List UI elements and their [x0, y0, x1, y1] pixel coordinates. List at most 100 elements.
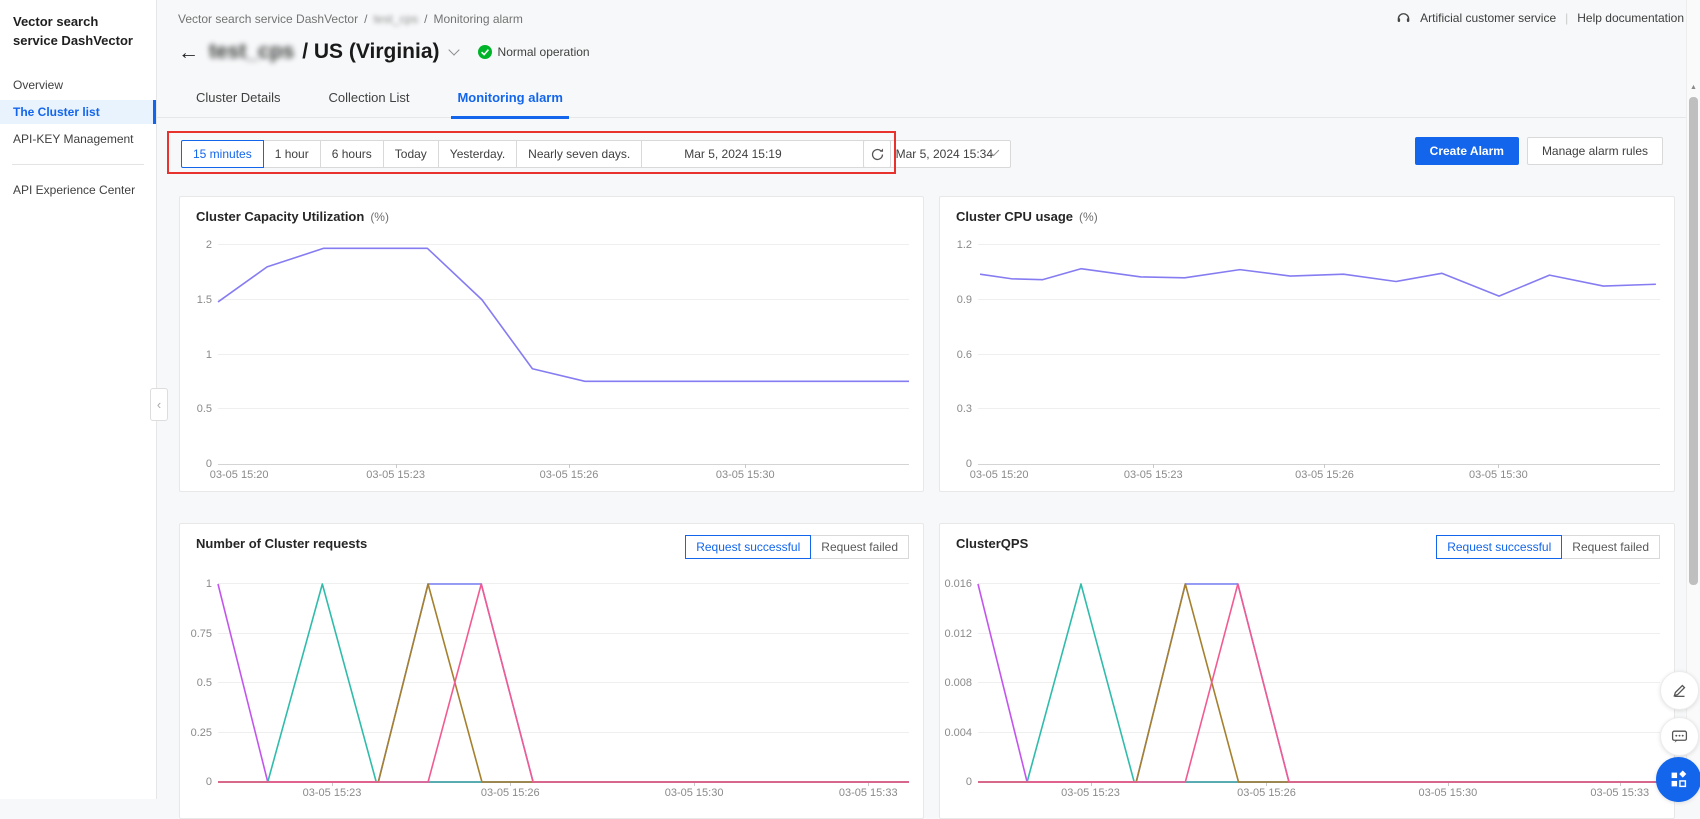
- gridline: [978, 353, 1660, 355]
- feedback-edit-button[interactable]: [1660, 671, 1699, 710]
- y-axis-tick-label: 0.5: [196, 403, 212, 416]
- tab-collection-list[interactable]: Collection List: [328, 90, 410, 105]
- apps-grid-icon: [1669, 770, 1688, 789]
- chart-card-capacity: Cluster Capacity Utilization (%) 0 0.5 1 1.5 2…: [179, 196, 924, 492]
- gridline: [218, 632, 909, 634]
- gridline: [978, 408, 1660, 410]
- time-preset-yesterday[interactable]: Yesterday.: [437, 140, 518, 168]
- cluster-name: test_cps: [209, 40, 295, 63]
- gridline: [978, 583, 1660, 584]
- chart-svg: [978, 584, 1660, 782]
- create-alarm-button[interactable]: Create Alarm: [1414, 137, 1519, 165]
- feedback-chat-button[interactable]: [1660, 717, 1699, 756]
- scrollbar-thumb[interactable]: [1689, 97, 1698, 585]
- series-line-qps-pink: [978, 584, 1660, 782]
- chart-title: Cluster CPU usage (%): [956, 209, 1098, 224]
- sidebar-item-api-experience-center[interactable]: API Experience Center: [13, 182, 136, 197]
- alarm-actions: Create Alarm Manage alarm rules: [1414, 137, 1663, 165]
- x-axis-tick-label: 03-05 15:23: [1061, 787, 1120, 799]
- x-axis-tick-label: 03-05 15:30: [1418, 787, 1478, 799]
- toggle-request-failed[interactable]: Request failed: [1561, 535, 1660, 559]
- time-preset-today[interactable]: Today: [382, 140, 439, 168]
- gridline: [218, 583, 909, 584]
- help-documentation-link[interactable]: Help documentation: [1577, 10, 1684, 25]
- time-preset-6-hours[interactable]: 6 hours: [319, 140, 384, 168]
- series-line-qps-blue: [978, 584, 1660, 782]
- x-axis-tick-mark: [569, 464, 571, 468]
- x-axis-tick-label: 03-05 15:23: [1123, 469, 1183, 481]
- sidebar: Vector search service DashVector Overvie…: [0, 0, 157, 799]
- x-axis-tick-label: 03-05 15:20: [969, 469, 1029, 481]
- pencil-icon: [1671, 682, 1688, 699]
- page-title: test_cps / US (Virginia): [209, 40, 440, 64]
- sidebar-title: Vector search service DashVector: [13, 14, 133, 48]
- x-axis-tick-mark: [745, 464, 747, 468]
- y-axis-tick-label: 0.3: [956, 403, 972, 416]
- apps-launcher-button[interactable]: [1656, 757, 1700, 802]
- date-range-picker[interactable]: Mar 5, 2024 15:19 - Mar 5, 2024 15:34: [641, 140, 1012, 168]
- breadcrumb-current: Monitoring alarm: [433, 12, 523, 26]
- sidebar-item-api-key-management[interactable]: API-KEY Management: [13, 131, 134, 146]
- y-axis-tick-label: 0.008: [944, 677, 972, 689]
- series-line-cpu-usage: [980, 269, 1656, 296]
- breadcrumb-root[interactable]: Vector search service DashVector: [178, 12, 359, 26]
- y-axis-tick-label: 0.6: [956, 348, 972, 361]
- time-preset-15-minutes[interactable]: 15 minutes: [181, 140, 264, 168]
- manage-alarm-rules-button[interactable]: Manage alarm rules: [1526, 137, 1663, 165]
- time-range-selector: 15 minutes 1 hour 6 hours Today Yesterday. Ne…: [181, 140, 1012, 168]
- x-axis-tick-mark: [1447, 782, 1449, 786]
- x-axis-tick-mark: [1324, 464, 1326, 468]
- x-axis-tick-label: 03-05 15:33: [1590, 787, 1650, 799]
- gridline: [218, 408, 909, 410]
- breadcrumb-cluster[interactable]: test_cps: [373, 12, 419, 26]
- x-axis-tick-mark: [694, 782, 696, 786]
- gridline: [218, 353, 909, 355]
- back-arrow-icon[interactable]: ←: [178, 40, 199, 64]
- gridline: [978, 682, 1660, 683]
- chart-title: ClusterQPS: [956, 536, 1029, 551]
- toggle-request-successful[interactable]: Request successful: [685, 535, 812, 559]
- topbar-links: Artificial customer service | Help docum…: [1396, 10, 1684, 25]
- page-header: ← test_cps / US (Virginia) Normal operat…: [178, 40, 590, 64]
- toggle-request-failed[interactable]: Request failed: [810, 535, 909, 559]
- y-axis-tick-label: 0.25: [190, 726, 212, 739]
- customer-service-link[interactable]: Artificial customer service: [1420, 10, 1557, 25]
- time-preset-1-hour[interactable]: 1 hour: [262, 140, 321, 168]
- refresh-icon: [870, 147, 885, 162]
- y-axis-tick-label: 2: [205, 239, 212, 251]
- chart-card-requests: Number of Cluster requests Request succes…: [179, 523, 924, 819]
- series-line-requests-pink: [218, 584, 909, 782]
- tab-cluster-details[interactable]: Cluster Details: [196, 90, 281, 105]
- x-axis-tick-label: 03-05 15:33: [838, 787, 898, 799]
- x-axis-tick-mark: [1619, 782, 1621, 786]
- sidebar-item-the-cluster-list[interactable]: The Cluster list: [0, 99, 156, 124]
- topbar-separator: |: [1565, 10, 1569, 25]
- y-axis-tick-label: 0.004: [944, 726, 972, 739]
- range-start-value: Mar 5, 2024 15:19: [684, 147, 782, 161]
- x-axis-tick-label: 03-05 15:23: [302, 787, 362, 799]
- vertical-scrollbar[interactable]: ▲: [1686, 0, 1700, 799]
- tab-bar: Cluster Details Collection List Monitoring…: [190, 90, 569, 119]
- y-axis-tick-label: 0: [205, 458, 212, 470]
- toggle-request-successful[interactable]: Request successful: [1436, 535, 1563, 559]
- refresh-button[interactable]: [863, 140, 891, 168]
- sidebar-divider: [12, 163, 144, 165]
- x-axis-tick-mark: [395, 464, 397, 468]
- y-axis-tick-label: 0.75: [190, 627, 212, 640]
- series-line-qps-olive: [978, 584, 1660, 782]
- series-line-requests-blue: [218, 584, 909, 782]
- sidebar-items: Overview The Cluster list API-KEY Manageme…: [0, 73, 156, 202]
- chart-unit: (%): [370, 210, 389, 224]
- time-preset-nearly-seven-days[interactable]: Nearly seven days.: [516, 140, 643, 168]
- scroll-up-arrow-icon[interactable]: ▲: [1690, 84, 1697, 91]
- x-axis-tick-mark: [510, 782, 512, 786]
- sidebar-collapse-handle[interactable]: ‹: [150, 388, 168, 421]
- x-axis-tick-label: 03-05 15:26: [480, 787, 540, 799]
- tab-monitoring-alarm[interactable]: Monitoring alarm: [451, 90, 569, 119]
- range-end-value: Mar 5, 2024 15:34: [895, 147, 994, 161]
- y-axis-tick-label: 1.2: [956, 239, 972, 251]
- chart-plot-area: 0 0.004 0.008 0.012 0.016 03-05 15:23 03-05 15…: [944, 578, 1660, 799]
- sidebar-item-overview[interactable]: Overview: [13, 77, 64, 92]
- x-axis-tick-label: 03-05 15:30: [1469, 469, 1528, 481]
- chevron-down-icon[interactable]: [447, 44, 460, 56]
